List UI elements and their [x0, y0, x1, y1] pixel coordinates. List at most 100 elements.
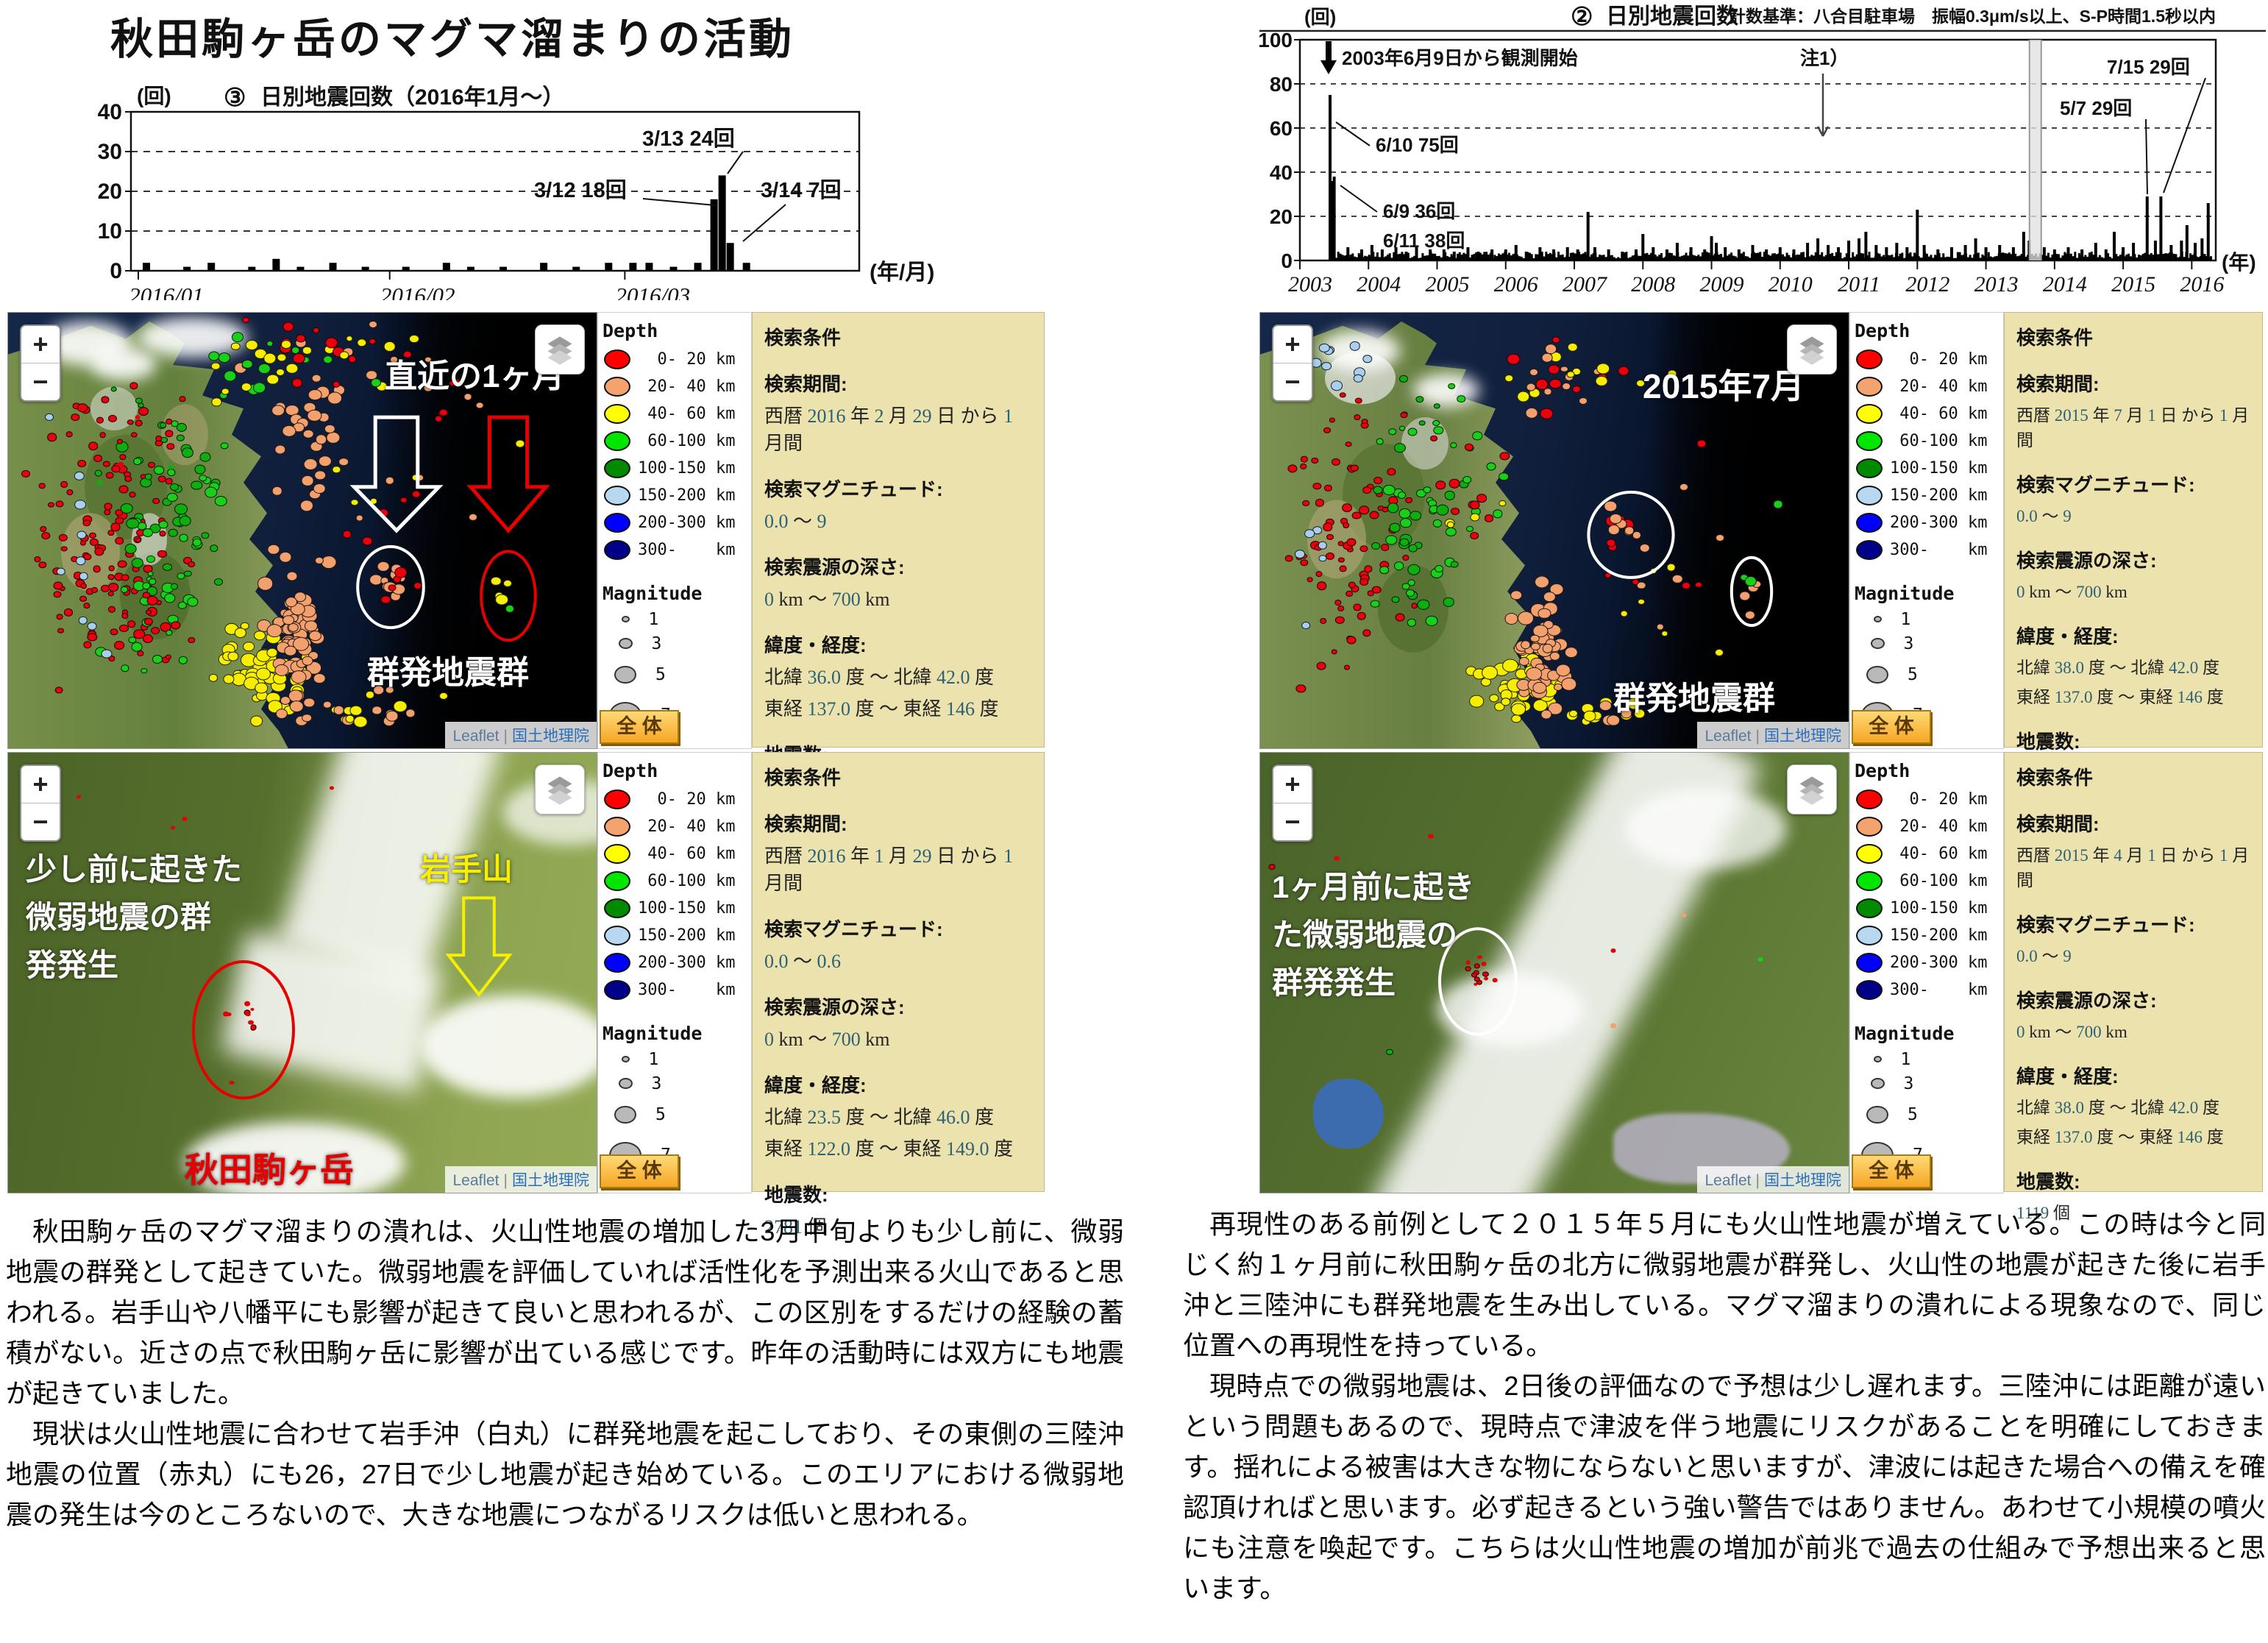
depth-legend-row: 0- 20 km: [1856, 346, 2003, 373]
zoom-in-button[interactable]: +: [32, 329, 49, 359]
magnitude-size-swatch: [618, 637, 633, 650]
layers-button[interactable]: [535, 764, 585, 815]
depth-range-label: 200-300 km: [1890, 514, 1988, 532]
depth-color-swatch: [1856, 377, 1883, 397]
depth-range-label: 200-300 km: [638, 514, 736, 532]
magnitude-value-label: 3: [651, 1074, 662, 1093]
magnitude-legend-title: Magnitude: [602, 583, 703, 604]
leaflet-link[interactable]: Leaflet: [452, 728, 500, 745]
depth-color-swatch: [604, 349, 630, 369]
overall-view-button[interactable]: 全 体: [1852, 1154, 1931, 1188]
map-canvas-akita-komagatake[interactable]: 少し前に起きた 微弱地震の群 発発生 岩手山 秋田駒ヶ岳 + − Leaflet | 国…: [7, 752, 597, 1193]
map-canvas-2015-07[interactable]: 2015年7月 群発地震群 + − Leaflet | 国土地理院: [1259, 312, 1849, 749]
leaflet-link[interactable]: Leaflet: [1704, 728, 1752, 745]
magnitude-legend-row: 3: [608, 1070, 751, 1097]
depth-legend-row: 40- 60 km: [1856, 840, 2003, 867]
overall-view-button[interactable]: 全 体: [600, 1154, 679, 1188]
gsi-link[interactable]: 国土地理院: [512, 1172, 589, 1189]
zoom-out-button[interactable]: −: [1273, 363, 1312, 400]
svg-text:日別地震回数: 日別地震回数: [1606, 4, 1739, 29]
depth-range-label: 20- 40 km: [1890, 817, 1988, 836]
depth-color-swatch: [604, 458, 630, 478]
leaflet-link[interactable]: Leaflet: [452, 1172, 500, 1189]
page-title: 秋田駒ヶ岳のマグマ溜まりの活動: [110, 15, 795, 63]
depth-range-label: 300- km: [1890, 981, 1988, 999]
depth-range-label: 150-200 km: [1890, 486, 1988, 505]
map-canvas-2015-04[interactable]: 1ヶ月前に起き た微弱地震の 群発発生 + − Leaflet | 国土地理院: [1259, 752, 1849, 1193]
cloud: [138, 316, 248, 358]
overall-view-button[interactable]: 全 体: [1852, 710, 1931, 744]
svg-text:6/10 75回: 6/10 75回: [1376, 134, 1459, 156]
svg-text:(回): (回): [137, 85, 171, 107]
svg-text:40: 40: [1270, 161, 1293, 184]
magnitude-size-swatch: [618, 1077, 633, 1090]
cloud: [1413, 373, 1479, 407]
depth-magnitude-legend: Depth 0- 20 km 20- 40 km 40- 60 km 60-10…: [597, 312, 752, 749]
depth-legend-row: 60-100 km: [1856, 867, 2003, 895]
magnitude-legend-row: 1: [608, 608, 751, 630]
magnitude-value-label: 5: [655, 665, 666, 684]
depth-range-label: 60-100 km: [1890, 432, 1988, 450]
depth-range-label: 300- km: [1890, 541, 1988, 559]
depth-color-swatch: [604, 431, 630, 451]
map-attribution: Leaflet | 国土地理院: [1697, 722, 1849, 748]
magnitude-size-swatch: [621, 615, 630, 622]
zoom-out-button[interactable]: −: [1273, 803, 1312, 840]
svg-text:10: 10: [98, 219, 122, 244]
depth-color-swatch: [1856, 431, 1883, 451]
magnitude-legend-title: Magnitude: [602, 1023, 703, 1044]
gsi-link[interactable]: 国土地理院: [1764, 728, 1841, 745]
overall-view-button[interactable]: 全 体: [600, 710, 679, 744]
depth-legend-row: 300- km: [1856, 976, 2003, 1004]
depth-legend-row: 200-300 km: [1856, 949, 2003, 976]
depth-color-swatch: [1856, 980, 1883, 1000]
layers-button[interactable]: [1787, 324, 1837, 375]
svg-text:2006: 2006: [1494, 272, 1538, 297]
zoom-out-button[interactable]: −: [21, 363, 60, 400]
zoom-in-button[interactable]: +: [1284, 329, 1301, 359]
search-panel-title: 検索条件: [764, 767, 842, 789]
depth-range-label: 200-300 km: [1890, 954, 1988, 972]
magnitude-size-swatch: [1866, 665, 1888, 684]
map-canvas-recent-month[interactable]: 直近の1ヶ月 群発地震群 + − Leaflet | 国土地理院: [7, 312, 597, 749]
depth-range-label: 150-200 km: [638, 926, 736, 945]
gsi-link[interactable]: 国土地理院: [1764, 1172, 1841, 1189]
depth-legend-row: 300- km: [1856, 536, 2003, 564]
svg-text:2012: 2012: [1905, 272, 1949, 297]
zoom-out-button[interactable]: −: [21, 803, 60, 840]
svg-text:③: ③: [224, 85, 246, 112]
depth-range-label: 100-150 km: [1890, 459, 1988, 478]
svg-text:0: 0: [110, 259, 122, 283]
magnitude-legend-title: Magnitude: [1855, 583, 1955, 604]
magnitude-legend-row: 5: [1860, 657, 2003, 692]
depth-color-swatch: [1856, 844, 1883, 864]
depth-legend-row: 200-300 km: [604, 949, 751, 976]
magnitude-value-label: 1: [1900, 1049, 1911, 1069]
search-panel-title: 検索条件: [2016, 767, 2094, 789]
layers-button[interactable]: [535, 324, 585, 375]
magnitude-size-swatch: [1870, 637, 1885, 650]
depth-range-label: 60-100 km: [638, 432, 736, 450]
svg-text:3/14 7回: 3/14 7回: [761, 179, 842, 202]
svg-text:2005: 2005: [1426, 272, 1470, 297]
gsi-link[interactable]: 国土地理院: [512, 728, 589, 745]
svg-text:2003: 2003: [1288, 272, 1332, 297]
svg-text:(年): (年): [2222, 250, 2256, 274]
depth-color-swatch: [604, 404, 630, 424]
magnitude-value-label: 3: [651, 634, 662, 653]
depth-range-label: 150-200 km: [638, 486, 736, 505]
search-panel-title: 検索条件: [764, 327, 842, 349]
svg-text:7/15 29回: 7/15 29回: [2107, 56, 2190, 78]
depth-range-label: 40- 60 km: [1890, 845, 1988, 863]
paragraph: 秋田駒ヶ岳のマグマ溜まりの潰れは、火山性地震の増加した3月中旬よりも少し前に、微…: [6, 1216, 1124, 1408]
search-conditions-panel: 検索条件 検索期間: 西暦 2016 年 2 月 29 日 から 1 月間 検索マ…: [752, 312, 1045, 798]
magnitude-value-label: 5: [1908, 1105, 1918, 1124]
zoom-in-button[interactable]: +: [1284, 769, 1301, 799]
depth-color-swatch: [1856, 926, 1883, 945]
zoom-in-button[interactable]: +: [32, 769, 49, 799]
leaflet-link[interactable]: Leaflet: [1704, 1172, 1752, 1189]
depth-color-swatch: [604, 377, 630, 397]
layers-button[interactable]: [1787, 764, 1837, 815]
layers-icon: [547, 336, 572, 365]
